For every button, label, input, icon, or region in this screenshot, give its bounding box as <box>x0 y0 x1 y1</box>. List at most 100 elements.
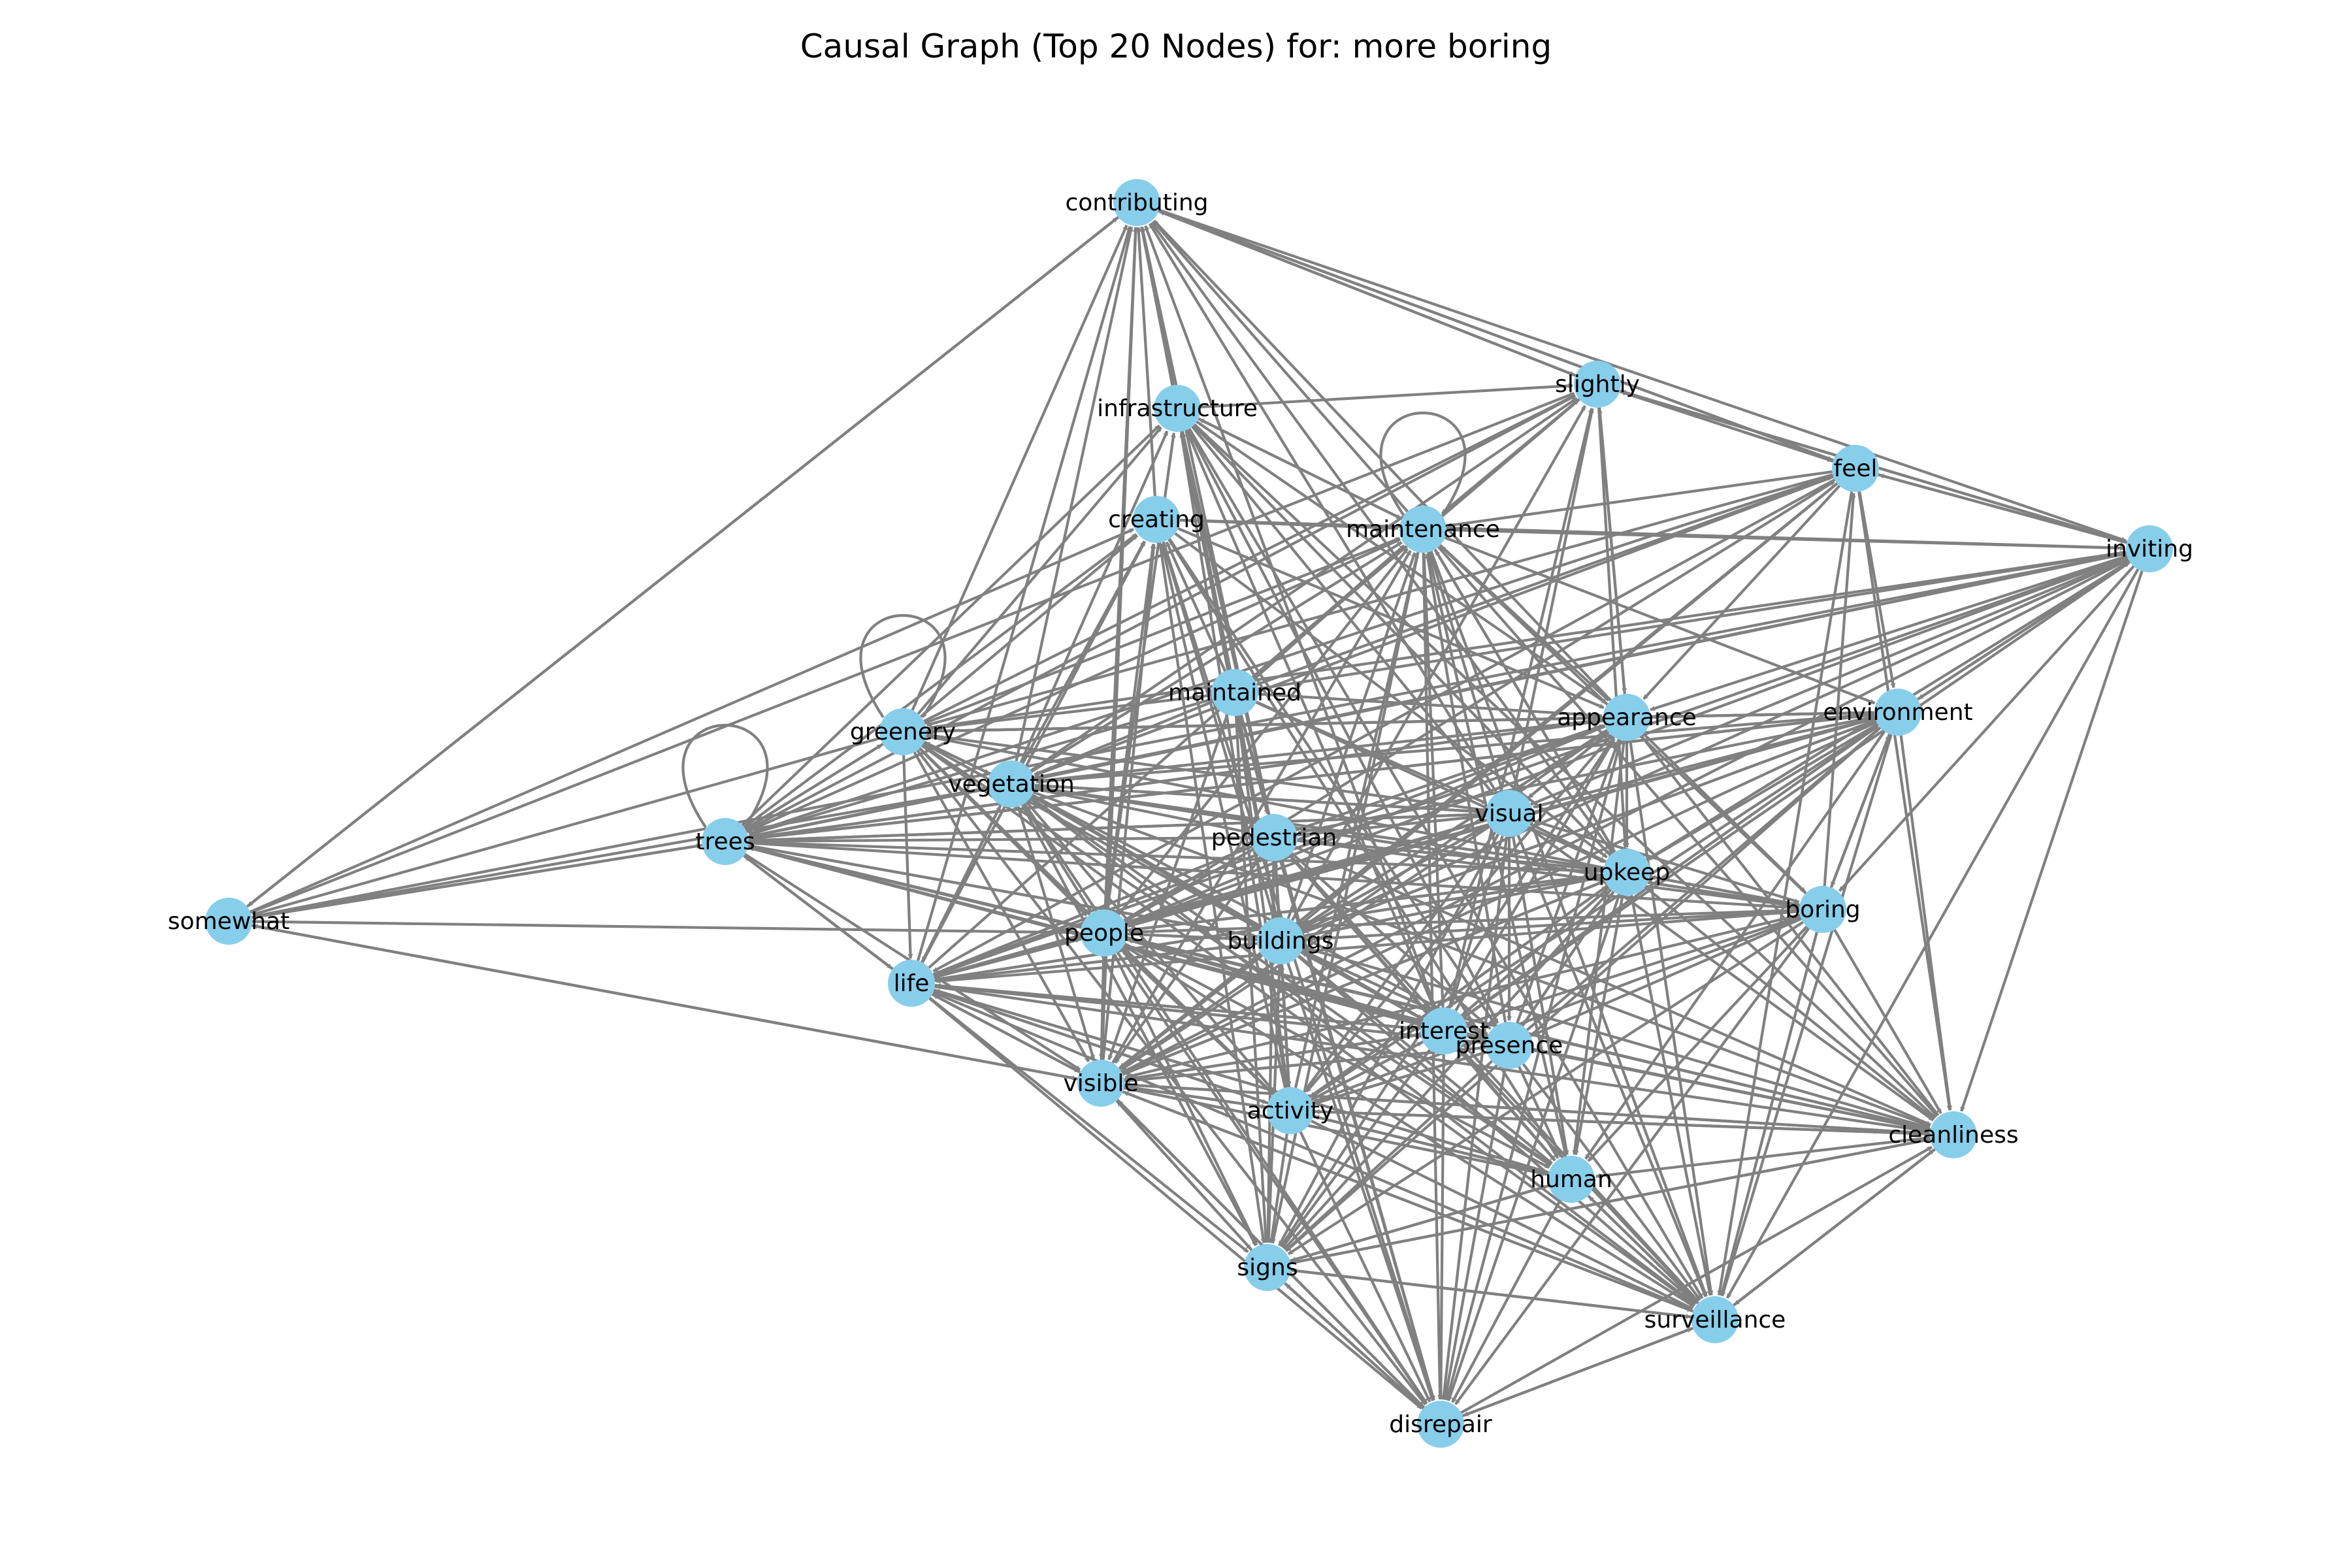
node-upkeep[interactable] <box>1603 849 1650 896</box>
node-maintenance[interactable] <box>1399 506 1446 553</box>
node-appearance[interactable] <box>1603 694 1650 741</box>
node-label-creating: creating <box>1108 506 1205 533</box>
edge-slightly-to-contributing <box>1160 210 1576 377</box>
node-slightly[interactable] <box>1574 361 1621 408</box>
node-label-human: human <box>1530 1166 1612 1193</box>
edge-visual-to-trees <box>750 813 1486 840</box>
node-human[interactable] <box>1548 1156 1595 1203</box>
edge-presence-to-life <box>936 986 1486 1045</box>
edge-buildings-to-appearance <box>1299 729 1607 930</box>
edge-human-to-disrepair <box>1451 1199 1561 1403</box>
node-cleanliness[interactable] <box>1930 1111 1977 1158</box>
edge-human-to-visible <box>1125 1088 1549 1176</box>
node-label-boring: boring <box>1785 896 1860 923</box>
edge-boring-to-disrepair <box>1454 927 1810 1405</box>
edge-cleanliness-to-human <box>1596 1136 1931 1176</box>
edge-vegetation-to-visible <box>1017 806 1096 1059</box>
node-visible[interactable] <box>1077 1060 1124 1107</box>
node-life[interactable] <box>888 960 935 1007</box>
edge-environment-to-cleanliness <box>1899 735 1950 1111</box>
edge-upkeep-to-cleanliness <box>1644 885 1935 1120</box>
edge-boring-to-environment <box>1829 736 1891 889</box>
node-presence[interactable] <box>1486 1022 1533 1069</box>
edge-trees-to-greenery <box>744 743 883 830</box>
edge-greenery-to-buildings <box>923 742 1258 930</box>
edge-inviting-to-appearance <box>1650 555 2128 711</box>
edge-feel-to-surveillance <box>1719 491 1854 1296</box>
node-greenery[interactable] <box>879 708 926 755</box>
edge-activity-to-life <box>935 990 1269 1105</box>
edge-trees-to-pedestrian <box>748 838 1249 843</box>
edge-interest-to-human <box>1458 1047 1556 1162</box>
edge-appearance-to-surveillance <box>1629 740 1711 1296</box>
edge-greenery-to-creating <box>920 534 1139 718</box>
edge-human-to-activity <box>1315 1117 1549 1175</box>
edge-infrastructure-to-slightly <box>1200 385 1573 409</box>
node-disrepair[interactable] <box>1417 1401 1464 1448</box>
edge-somewhat-to-slightly <box>250 391 1575 914</box>
node-feel[interactable] <box>1832 445 1879 492</box>
edge-pedestrian-to-cleanliness <box>1295 845 1931 1126</box>
edge-disrepair-to-surveillance <box>1462 1327 1692 1418</box>
edge-buildings-to-surveillance <box>1297 955 1697 1305</box>
edge-disrepair-to-cleanliness <box>1460 1145 1932 1414</box>
node-people[interactable] <box>1081 909 1128 956</box>
node-label-maintenance: maintenance <box>1346 516 1500 543</box>
node-label-vegetation: vegetation <box>948 771 1075 798</box>
edge-cleanliness-to-activity <box>1315 1111 1931 1135</box>
node-boring[interactable] <box>1799 886 1846 933</box>
edge-environment-to-appearance <box>1652 711 1875 717</box>
edge-maintained-to-upkeep <box>1255 701 1605 864</box>
edge-maintenance-to-infrastructure <box>1200 417 1403 520</box>
node-inviting[interactable] <box>2126 525 2173 572</box>
edge-maintenance-to-inviting <box>1446 528 2125 548</box>
edge-visible-to-interest <box>1124 1035 1420 1081</box>
node-maintained[interactable] <box>1211 669 1258 716</box>
node-surveillance[interactable] <box>1691 1296 1739 1343</box>
node-vegetation[interactable] <box>988 760 1035 808</box>
edge-interest-to-disrepair <box>1441 1054 1445 1399</box>
node-interest[interactable] <box>1420 1007 1467 1054</box>
node-environment[interactable] <box>1874 689 1921 736</box>
edge-surveillance-to-human <box>1588 1196 1699 1305</box>
edge-boring-to-activity <box>1314 916 1802 1103</box>
node-buildings[interactable] <box>1257 917 1304 964</box>
edge-surveillance-to-cleanliness <box>1733 1149 1935 1307</box>
node-contributing[interactable] <box>1113 179 1160 226</box>
node-infrastructure[interactable] <box>1154 385 1201 432</box>
edge-feel-to-appearance <box>1642 485 1841 700</box>
node-label-buildings: buildings <box>1228 928 1334 955</box>
edge-buildings-to-cleanliness <box>1303 945 1930 1130</box>
node-creating[interactable] <box>1133 496 1180 543</box>
edge-maintenance-to-contributing <box>1152 220 1409 513</box>
edge-maintenance-to-maintenance <box>1379 411 1467 516</box>
edge-contributing-to-somewhat <box>247 216 1120 907</box>
edge-life-to-buildings <box>934 943 1256 982</box>
edge-vegetation-to-signs <box>1021 804 1258 1246</box>
node-activity[interactable] <box>1267 1087 1314 1134</box>
node-signs[interactable] <box>1244 1244 1291 1291</box>
edge-activity-to-disrepair <box>1299 1131 1431 1401</box>
edge-visible-to-somewhat <box>253 926 1078 1081</box>
node-label-signs: signs <box>1237 1254 1298 1281</box>
edge-boring-to-cleanliness <box>1833 929 1942 1113</box>
edge-vegetation-to-greenery <box>925 741 991 776</box>
node-label-environment: environment <box>1823 699 1972 726</box>
node-pedestrian[interactable] <box>1250 814 1298 861</box>
node-label-maintained: maintained <box>1168 679 1301 706</box>
node-visual[interactable] <box>1486 790 1533 837</box>
edge-interest-to-environment <box>1462 725 1879 1019</box>
edge-vegetation-to-somewhat <box>253 787 988 917</box>
edge-boring-to-vegetation <box>1036 788 1800 907</box>
edge-maintained-to-infrastructure <box>1183 433 1232 670</box>
edge-inviting-to-feel <box>1880 475 2127 544</box>
edge-pedestrian-to-visual <box>1297 816 1484 837</box>
node-trees[interactable] <box>702 818 749 865</box>
node-somewhat[interactable] <box>205 898 252 945</box>
edge-visible-to-maintenance <box>1111 551 1412 1064</box>
edge-vegetation-to-slightly <box>1030 397 1578 772</box>
edge-appearance-to-visual <box>1527 731 1610 799</box>
node-label-interest: interest <box>1399 1018 1489 1045</box>
edge-feel-to-slightly <box>1621 390 1834 463</box>
